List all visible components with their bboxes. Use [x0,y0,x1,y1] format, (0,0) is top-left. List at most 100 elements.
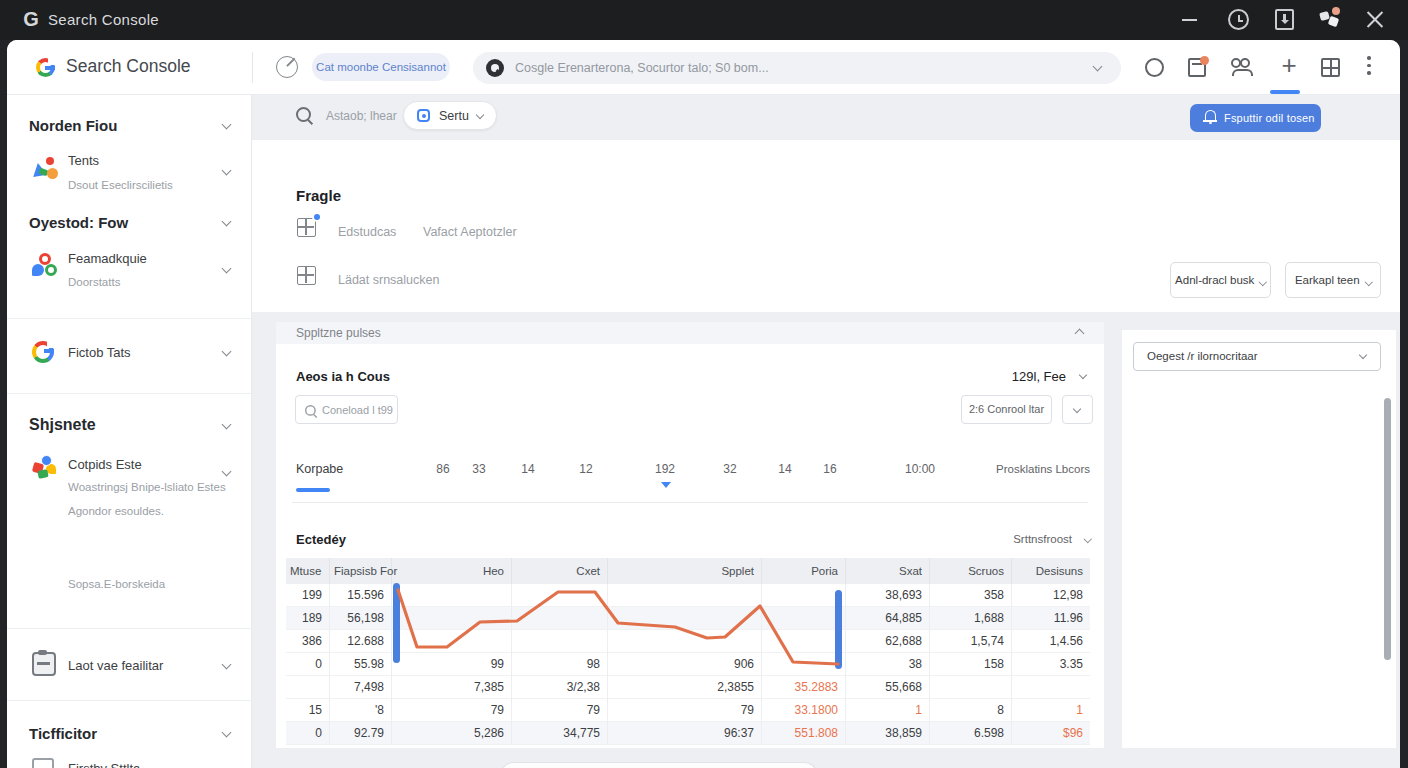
sidebar-item-firsthy[interactable]: Firsthy Sttlta [68,761,140,768]
overview-item-2[interactable]: Lädat srnsalucken [338,273,439,287]
scrollbar-thumb[interactable] [1384,398,1391,660]
chevron-down-icon[interactable] [222,217,232,227]
sidebar-item-fictob[interactable]: Fictob Tats [68,345,131,360]
cell [392,630,512,653]
tab-korpabe[interactable]: Korpabe [296,462,343,476]
cell [608,630,762,653]
cell: 96:37 [608,722,762,745]
chevron-down-icon[interactable] [222,728,232,738]
overview-item-1b[interactable]: Vafact Aeptotzler [423,225,517,239]
add-check-button[interactable]: Adnl-dracl busk [1170,262,1271,298]
col-header[interactable]: Heo [392,558,512,584]
sort-label[interactable]: Srttnsfroost [1013,533,1072,545]
sidebar-item-laot[interactable]: Laot vae feailitar [68,658,163,673]
module-grid-icon[interactable] [297,218,316,237]
chevron-down-icon[interactable] [222,660,232,670]
chevron-down-icon[interactable] [222,264,232,274]
search-icon[interactable] [296,107,312,123]
col-header[interactable]: Sxat [846,558,930,584]
chevron-down-icon[interactable] [1079,371,1087,379]
cell [1012,676,1090,699]
table-title: Ectedéy [296,532,346,547]
overview-item-1[interactable]: Edstudcas [338,225,396,239]
notifications-icon[interactable] [1188,58,1206,77]
col-header[interactable]: Mtuse [286,558,330,584]
close-button[interactable] [1366,10,1384,28]
chevron-down-icon[interactable] [222,420,232,430]
app-header: Search Console Cat moonbe Censisannot Co… [7,40,1400,95]
panel-count[interactable]: 129l, Fee [1012,369,1066,384]
sidebar-divider [7,393,252,394]
pie-clock-icon[interactable] [276,56,298,78]
chevron-down-icon[interactable] [1083,535,1091,543]
chevron-down-icon[interactable] [222,120,232,130]
property-tab-pill[interactable]: Cat moonbe Censisannot [312,53,450,81]
cell [286,676,330,699]
restore-window-icon[interactable] [1275,9,1294,30]
scope-pill[interactable]: Sertu [403,101,497,130]
chevron-down-icon[interactable] [222,166,232,176]
col-header[interactable]: Desisuns [1012,558,1090,584]
history-icon[interactable] [1228,9,1249,30]
compare-button[interactable]: 2:6 Conrool ltar [961,395,1052,424]
sidebar-item-cotpids[interactable]: Cotpids Este [68,457,142,472]
chevron-down-icon [1073,405,1081,413]
active-tab-underline [296,488,330,492]
tab-number[interactable]: 14 [778,462,791,476]
tab-number[interactable]: 86 [436,462,449,476]
cell [512,630,608,653]
compare-dropdown-button[interactable] [1062,395,1093,424]
tab-number[interactable]: 192 [655,462,675,476]
cell: 0 [286,722,330,745]
sidebar-section-shjsnete[interactable]: Shjsnete [29,416,96,434]
tab-number[interactable]: 32 [723,462,736,476]
apps-grid-icon[interactable] [1321,58,1340,77]
sidebar-section-ticfficitor[interactable]: Ticfficitor [29,725,97,742]
chevron-down-icon[interactable] [222,467,232,477]
sidebar-divider [7,318,252,319]
cell: 1,5,74 [930,630,1012,653]
cell: 99 [392,653,512,676]
people-icon[interactable] [1231,58,1255,78]
cell: 7,498 [330,676,392,699]
notify-button[interactable]: Fsputtir odil tosen [1190,104,1321,132]
module-grid-icon[interactable] [297,266,316,285]
divider [292,502,1088,503]
tab-number[interactable]: 33 [472,462,485,476]
performance-card: Sppltzne pulses Aeos ia h Cous 129l, Fee… [276,322,1104,748]
sidebar-section-oyestod[interactable]: Oyestod: Fow [29,214,128,231]
chevron-down-icon [1259,277,1267,285]
tab-number[interactable]: 16 [823,462,836,476]
app-window: Search Console Cat moonbe Censisannot Co… [7,40,1400,768]
chevron-down-icon [1359,351,1367,359]
add-icon[interactable]: + [1278,52,1300,82]
tab-number[interactable]: 12 [579,462,592,476]
sidebar-item-feam[interactable]: Feamadkquie [68,251,147,266]
side-panel-dropdown[interactable]: Oegest /r ilornocritaar [1133,342,1381,371]
col-header[interactable]: Poria [762,558,846,584]
col-header[interactable]: Spplet [608,558,762,584]
report-icon [32,758,54,768]
badge-dot [312,212,322,222]
sidebar-item-tents[interactable]: Tents [68,153,99,168]
chevron-down-icon[interactable] [222,347,232,357]
col-header[interactable]: Fiapsisb For [330,558,392,584]
filter-hint[interactable]: Astaob; lhear [326,109,397,123]
tents-icon [32,157,58,183]
sidebar-section-norden[interactable]: Norden Fiou [29,117,117,134]
col-header[interactable]: Scruos [930,558,1012,584]
header-search-bar[interactable]: Cosgle Erenarterona, Socurtor talo; S0 b… [473,52,1121,84]
cell: 56,198 [330,607,392,630]
cell: 38,693 [846,584,930,607]
export-button[interactable]: Earkapl teen [1285,262,1381,298]
google-logo-icon [32,341,54,363]
minimize-button[interactable] [1182,19,1197,21]
tab-number[interactable]: 14 [521,462,534,476]
col-header[interactable]: Cxet [512,558,608,584]
header-divider [252,52,253,83]
extensions-icon[interactable] [1320,9,1340,29]
status-circle-icon[interactable] [1145,58,1164,77]
collapse-icon[interactable] [1075,329,1085,339]
panel-search-box[interactable]: Coneload l t99 [295,395,398,424]
more-options-icon[interactable] [1367,56,1371,80]
